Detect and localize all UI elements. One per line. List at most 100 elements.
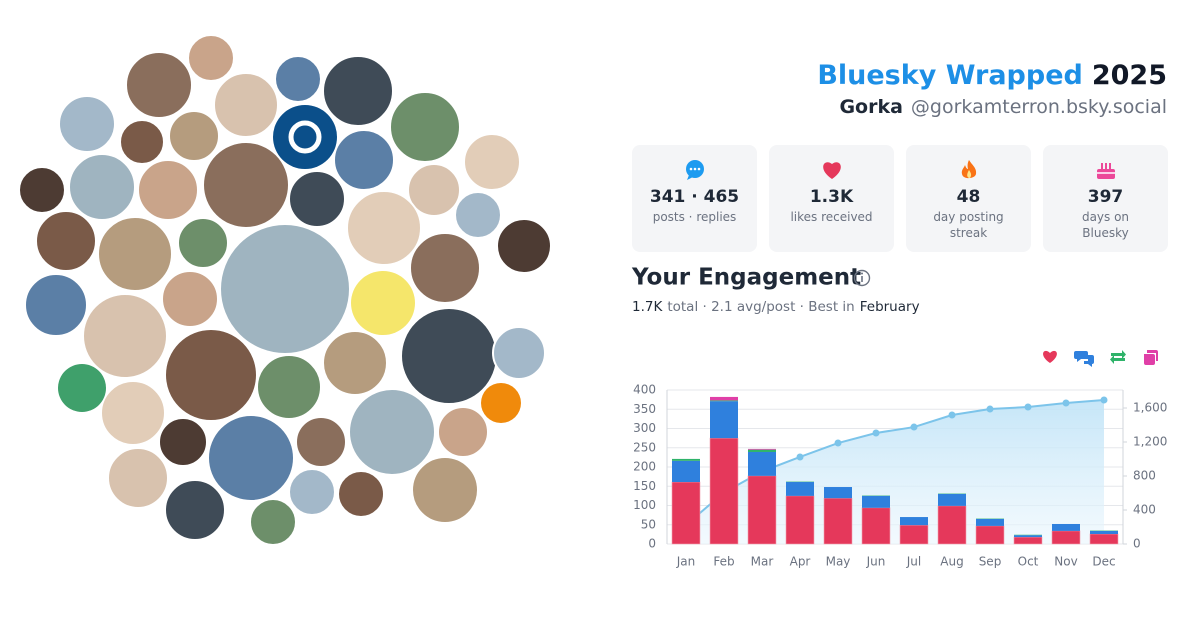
avatar <box>348 388 436 476</box>
bar-segment <box>823 497 853 545</box>
x-tick-label: Apr <box>790 555 811 569</box>
avatar <box>481 383 521 423</box>
avatar <box>346 190 422 266</box>
y2-tick-label: 0 <box>1133 537 1141 551</box>
bar-segment <box>1089 533 1119 545</box>
stat-label: likes received <box>790 210 873 224</box>
info-icon[interactable] <box>853 269 871 287</box>
bar-segment <box>710 401 738 439</box>
y-tick-label: 150 <box>633 479 656 493</box>
x-tick-label: Feb <box>713 555 734 569</box>
avatar <box>295 416 347 468</box>
avatar <box>161 270 219 328</box>
avatar <box>137 159 199 221</box>
x-tick-label: Dec <box>1092 555 1115 569</box>
avatar <box>274 55 322 103</box>
bar-segment <box>672 458 700 461</box>
avatar <box>249 498 297 546</box>
avatar <box>463 133 521 191</box>
bar-segment <box>1090 530 1118 534</box>
bar-segment <box>861 507 891 545</box>
avatar <box>409 232 481 304</box>
bar-segment <box>1052 523 1080 531</box>
cake-icon <box>1097 163 1115 179</box>
y-tick-label: 250 <box>633 440 656 454</box>
avatar <box>207 414 295 502</box>
line-point <box>796 453 804 461</box>
line-point <box>872 429 880 437</box>
avatar <box>97 216 173 292</box>
bar-segment <box>899 524 929 545</box>
avatar <box>158 417 208 467</box>
avatar <box>168 110 220 162</box>
stat-card: 397 days on Bluesky <box>1043 145 1168 252</box>
bar-segment <box>1014 535 1042 538</box>
line-point <box>1024 403 1032 411</box>
engagement-title: Your Engagement <box>631 265 861 291</box>
engagement-summary: 1.7K total · 2.1 avg/post · Best in Februa… <box>632 299 920 315</box>
avatar <box>322 55 394 127</box>
avatar <box>273 105 337 169</box>
bar-segment <box>938 493 966 506</box>
line-point <box>1100 396 1108 404</box>
x-tick-label: Sep <box>979 555 1002 569</box>
line-point <box>910 423 918 431</box>
x-tick-label: Jun <box>866 555 886 569</box>
legend-icon[interactable] <box>1110 350 1126 364</box>
bar-segment <box>709 437 739 545</box>
stat-label: days on Bluesky <box>1081 210 1130 240</box>
user-name: Gorka <box>839 96 902 118</box>
y-tick-label: 350 <box>633 402 656 416</box>
avatar <box>35 210 97 272</box>
avatar <box>58 95 116 153</box>
avatar <box>337 470 385 518</box>
user-handle[interactable]: @gorkamterron.bsky.social <box>911 96 1167 118</box>
stat-card: 1.3K likes received <box>769 145 894 252</box>
avatar <box>411 456 479 524</box>
bar-segment <box>1013 536 1043 545</box>
avatar <box>322 330 388 396</box>
title-year: 2025 <box>1092 60 1167 91</box>
y-tick-label: 400 <box>633 383 656 397</box>
x-tick-label: Nov <box>1054 555 1077 569</box>
bar-segment <box>671 481 701 545</box>
bar-segment <box>747 475 777 545</box>
legend-icon[interactable] <box>1144 350 1158 365</box>
legend-icon[interactable] <box>1074 351 1094 367</box>
bar-segment <box>710 396 738 401</box>
avatar <box>389 91 461 163</box>
bar-segment <box>785 495 815 545</box>
avatar <box>219 223 351 355</box>
stat-card: 341 · 465 posts · replies <box>632 145 757 252</box>
y2-tick-label: 1,600 <box>1133 401 1167 415</box>
bar-segment <box>976 518 1004 526</box>
stat-value: 48 <box>956 187 981 207</box>
y2-tick-label: 800 <box>1133 469 1156 483</box>
bar-segment <box>786 482 814 496</box>
avatar <box>164 328 258 422</box>
fire-icon <box>961 160 977 179</box>
avatar <box>400 307 498 405</box>
x-tick-label: Jul <box>906 555 921 569</box>
y2-tick-label: 400 <box>1133 503 1156 517</box>
avatar <box>58 364 106 412</box>
x-tick-label: Aug <box>940 555 963 569</box>
legend-icon[interactable] <box>1043 350 1057 363</box>
avatar <box>68 153 136 221</box>
avatar <box>454 191 502 239</box>
total: 1.7K <box>632 299 663 315</box>
avatar <box>407 163 461 217</box>
avatar <box>82 293 168 379</box>
bar-segment <box>672 460 700 483</box>
bar-segment <box>748 451 776 476</box>
avatar <box>288 468 336 516</box>
x-tick-label: Jan <box>676 555 696 569</box>
stat-value: 1.3K <box>809 187 854 207</box>
y-tick-label: 100 <box>633 498 656 512</box>
best-month: February <box>860 299 920 315</box>
bar-segment <box>900 517 928 526</box>
bar-segment <box>824 487 852 499</box>
avatar <box>119 119 165 165</box>
avatar <box>100 380 166 446</box>
